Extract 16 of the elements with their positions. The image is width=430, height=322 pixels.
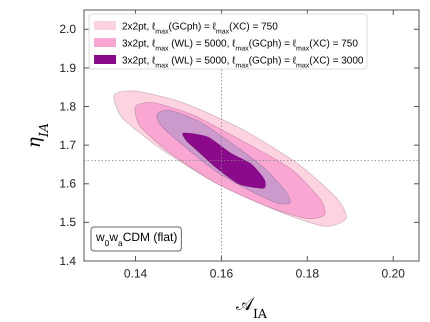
y-tick-label: 1.8 xyxy=(59,99,76,114)
x-axis-title: 𝒜$_{IA}$ xyxy=(236,294,268,320)
x-tick-label: 0.16 xyxy=(210,266,234,281)
y-tick-label: 1.6 xyxy=(59,176,76,191)
y-tick-label: 1.7 xyxy=(59,138,76,152)
legend-label: 3x2pt, ℓ$_{max}$ (WL) = 5000, ℓ$_{max}$(GCph) = ℓ$_{max}$(XC) = 750 xyxy=(122,38,358,52)
x-tick-label: 0.20 xyxy=(382,266,406,281)
legend-label: 2x2pt, ℓ$_{max}$(GCph) = ℓ$_{max}$(XC) = 750 xyxy=(122,22,278,35)
annotation: w$_{0}$w$_{a}$CDM (flat) xyxy=(95,230,178,248)
x-tick-label: 0.18 xyxy=(296,266,320,281)
y-tick-label: 1.9 xyxy=(59,60,76,75)
x-tick-label: 0.14 xyxy=(124,266,148,281)
y-tick-label: 2.0 xyxy=(59,22,76,36)
legend-label: 3x2pt, ℓ$_{max}$ (WL) = 5000, ℓ$_{max}$(GCph) = ℓ$_{max}$(XC) = 3000 xyxy=(122,56,364,69)
y-tick-label: 1.5 xyxy=(59,215,76,230)
y-tick-label: 1.4 xyxy=(59,254,76,268)
